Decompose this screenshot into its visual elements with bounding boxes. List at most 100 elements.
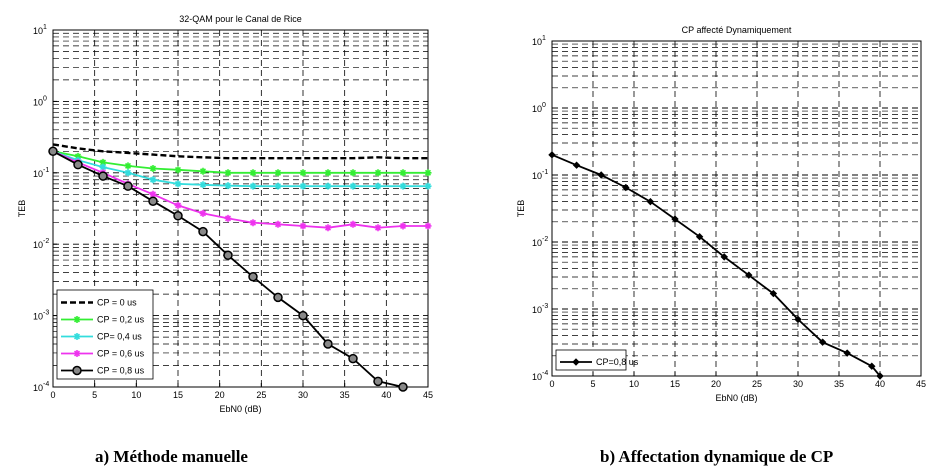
x-tick-label: 20	[711, 379, 721, 389]
x-tick-label: 25	[256, 390, 266, 400]
data-point	[324, 169, 332, 177]
data-point	[123, 181, 133, 191]
y-tick-exp: 0	[43, 95, 47, 102]
x-tick-label: 25	[752, 379, 762, 389]
data-point	[818, 338, 827, 346]
data-point	[646, 197, 655, 206]
data-point	[348, 353, 358, 364]
x-tick-label: 10	[629, 379, 639, 389]
series-2	[49, 147, 432, 177]
data-point	[548, 151, 556, 159]
y-tick-exp: -4	[43, 381, 49, 388]
x-axis-label: EbN0 (dB)	[219, 404, 261, 414]
x-tick-label: 15	[173, 390, 183, 400]
data-point	[149, 190, 157, 198]
data-point	[249, 182, 257, 190]
data-point	[149, 164, 157, 172]
data-point	[274, 169, 282, 177]
data-point	[274, 182, 282, 190]
y-tick-label: 10 -4	[33, 381, 49, 393]
grid	[53, 30, 428, 387]
data-point	[671, 215, 679, 223]
y-tick-label: 10 0	[532, 102, 546, 114]
legend-label: CP = 0,8 us	[97, 366, 145, 376]
caption-b: b) Affectation dynamique de CP	[600, 447, 833, 466]
y-tick-label: 10 0	[33, 95, 47, 107]
data-point	[224, 169, 232, 177]
y-tick-base: 10	[33, 26, 43, 36]
data-point	[99, 163, 107, 171]
x-tick-label: 20	[215, 390, 225, 400]
y-tick-label: 10 -2	[33, 238, 49, 250]
legend-label: CP=0,8 us	[596, 357, 639, 367]
data-point	[298, 310, 308, 321]
legend-label: CP= 0,4 us	[97, 332, 142, 342]
y-axis-label: TEB	[516, 200, 526, 218]
data-point	[720, 253, 728, 261]
data-point	[373, 376, 383, 387]
data-point	[124, 169, 132, 177]
data-point	[572, 358, 580, 366]
data-point	[199, 181, 207, 189]
y-axis-label: TEB	[17, 200, 27, 218]
series-1	[52, 143, 428, 160]
data-point	[73, 316, 81, 323]
x-tick-label: 30	[298, 390, 308, 400]
y-tick-base: 10	[532, 171, 542, 181]
data-point	[149, 176, 157, 184]
data-point	[48, 146, 58, 157]
series-5	[48, 146, 408, 392]
y-tick-base: 10	[532, 372, 542, 382]
data-point	[695, 232, 704, 241]
series-line	[52, 150, 428, 188]
series-line	[52, 150, 428, 174]
y-tick-exp: -4	[542, 370, 548, 377]
y-tick-base: 10	[532, 104, 542, 114]
data-point	[72, 365, 82, 376]
data-point	[868, 362, 876, 370]
y-tick-exp: -2	[43, 238, 49, 245]
data-point	[374, 224, 382, 232]
data-point	[398, 382, 408, 392]
x-tick-label: 0	[549, 379, 554, 389]
y-tick-exp: -3	[43, 310, 49, 317]
data-point	[248, 272, 258, 282]
chart-title: CP affecté Dynamiquement	[682, 25, 792, 35]
data-point	[349, 182, 357, 190]
y-tick-base: 10	[33, 312, 43, 322]
x-tick-label: 35	[834, 379, 844, 389]
data-point	[174, 166, 182, 174]
data-point	[349, 169, 357, 177]
grid	[552, 41, 921, 376]
legend: CP=0,8 us	[555, 349, 639, 371]
y-tick-base: 10	[33, 97, 43, 107]
legend-label: CP = 0,6 us	[97, 349, 145, 359]
data-point	[399, 222, 407, 230]
y-tick-base: 10	[33, 169, 43, 179]
data-point	[424, 182, 432, 190]
data-point	[299, 182, 307, 190]
y-tick-exp: 1	[43, 24, 47, 31]
x-tick-label: 5	[92, 390, 97, 400]
plot-frame	[52, 29, 429, 388]
y-tick-exp: -1	[43, 167, 49, 174]
legend-label: CP = 0,2 us	[97, 315, 145, 325]
y-tick-label: 10 -2	[532, 236, 548, 248]
chart-title: 32-QAM pour le Canal de Rice	[179, 14, 302, 24]
x-tick-label: 40	[381, 390, 391, 400]
legend: CP = 0 us CP = 0,2 us CP= 0,4 us CP = 0,6 u…	[56, 289, 154, 380]
data-point	[876, 372, 884, 380]
x-tick-label: 30	[793, 379, 803, 389]
data-point	[199, 167, 207, 175]
data-point	[174, 180, 182, 188]
series-4	[49, 147, 432, 232]
data-point	[199, 209, 207, 217]
legend-box	[56, 289, 154, 380]
caption-a: a) Méthode manuelle	[95, 447, 248, 466]
data-point	[324, 182, 332, 190]
data-point	[622, 183, 630, 192]
y-tick-base: 10	[532, 37, 542, 47]
